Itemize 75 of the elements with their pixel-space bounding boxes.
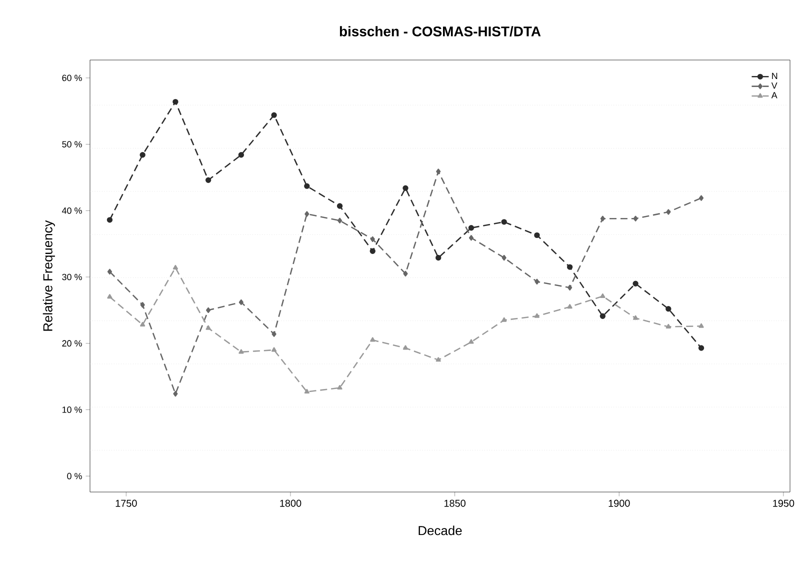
point [436, 357, 441, 362]
x-tick-label: 1800 [280, 500, 302, 507]
point [633, 315, 638, 320]
point [206, 325, 211, 330]
point [402, 345, 408, 350]
y-tick-label: 0 % [67, 472, 82, 480]
point [370, 337, 376, 342]
point [633, 216, 638, 222]
y-axis-title: Relative Frequency [42, 220, 55, 331]
point [172, 98, 178, 105]
point [304, 388, 310, 394]
point [140, 302, 145, 308]
point [304, 183, 310, 189]
point [337, 218, 342, 224]
point [502, 317, 507, 322]
point [403, 270, 408, 277]
point [600, 216, 605, 222]
point [106, 217, 113, 223]
point [140, 152, 146, 158]
point [600, 313, 606, 319]
y-tick-label: 20 % [62, 340, 82, 347]
point [271, 347, 277, 352]
legend-label: A [771, 92, 778, 98]
x-tick-label: 1750 [116, 500, 137, 507]
point [436, 168, 441, 174]
point [698, 323, 704, 328]
point [172, 264, 178, 270]
point [205, 177, 212, 183]
point [632, 280, 638, 286]
point [140, 322, 146, 327]
point [370, 248, 376, 254]
point [272, 331, 276, 337]
point [107, 294, 112, 299]
point [534, 313, 540, 318]
x-tick-label: 1950 [773, 500, 794, 507]
point [336, 203, 343, 209]
legend-label: N [772, 72, 778, 79]
x-tick-label: 1850 [444, 500, 466, 507]
point [568, 284, 572, 290]
point [173, 390, 178, 397]
point [666, 209, 671, 215]
y-tick-label: 60 % [62, 74, 82, 82]
point [501, 219, 507, 225]
y-tick-label: 40 % [62, 207, 82, 214]
point [370, 236, 375, 242]
point [337, 384, 342, 390]
point [238, 349, 244, 354]
y-tick-label: 50 % [62, 141, 82, 148]
y-tick-label: 10 % [62, 406, 82, 413]
point [666, 324, 671, 329]
point [666, 306, 672, 312]
point [271, 112, 277, 118]
point [502, 254, 506, 261]
x-tick-label: 1900 [608, 500, 630, 507]
y-tick-label: 30 % [62, 274, 82, 280]
point [534, 278, 540, 284]
chart-title: bisschen - COSMAS-HIST/DTA [340, 26, 541, 37]
point [468, 235, 474, 241]
point [534, 232, 540, 238]
legend-label: V [771, 82, 778, 89]
point [698, 195, 704, 201]
point [304, 211, 310, 217]
point [436, 254, 442, 261]
x-axis-title: Decade [418, 526, 462, 536]
point [468, 339, 474, 344]
point [238, 299, 244, 306]
point [206, 307, 211, 314]
point [468, 225, 474, 231]
point [107, 268, 112, 275]
point [698, 345, 704, 351]
point [238, 152, 244, 158]
point [600, 293, 606, 298]
point [402, 185, 408, 191]
point [566, 264, 573, 270]
point [567, 304, 572, 309]
